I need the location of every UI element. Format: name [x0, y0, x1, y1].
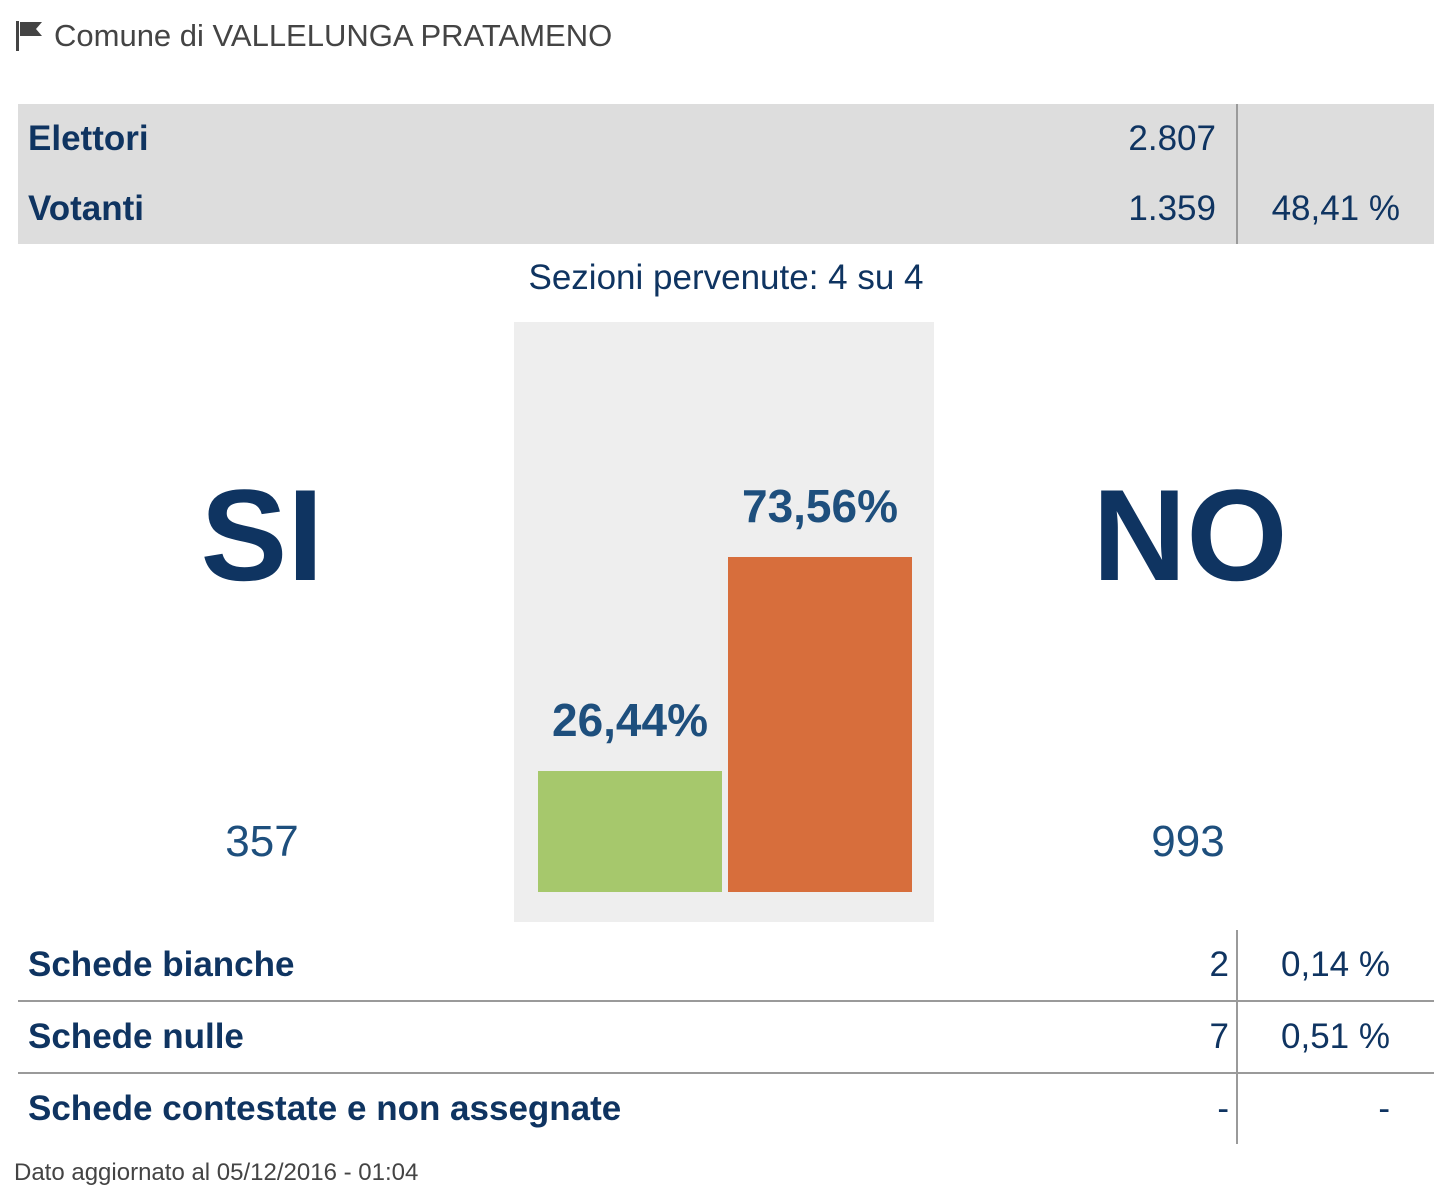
details-percent: - — [1378, 1089, 1390, 1128]
summary-label: Elettori — [28, 119, 149, 158]
results-chart: 26,44% 73,56% — [514, 322, 934, 922]
details-row-contestate: Schede contestate e non assegnate - - — [18, 1074, 1434, 1144]
details-percent: 0,14 % — [1281, 945, 1390, 984]
bar-no — [728, 557, 912, 892]
details-value: - — [1217, 1089, 1229, 1128]
details-value: 7 — [1209, 1017, 1229, 1056]
si-label: SI — [200, 462, 324, 608]
page-title: Comune di VALLELUNGA PRATAMENO — [14, 14, 612, 58]
details-row-bianche: Schede bianche 2 0,14 % — [18, 930, 1434, 1002]
flag-icon — [16, 21, 42, 51]
bar-label-si: 26,44% — [551, 694, 708, 746]
sezioni-status: Sezioni pervenute: 4 su 4 — [528, 258, 924, 297]
details-percent: 0,51 % — [1281, 1017, 1390, 1056]
municipality-name: Comune di VALLELUNGA PRATAMENO — [54, 18, 613, 53]
column-divider — [1236, 930, 1238, 1144]
details-label: Schede contestate e non assegnate — [28, 1089, 622, 1128]
summary-value: 2.807 — [1128, 119, 1216, 158]
summary-table: Elettori 2.807 Votanti 1.359 48,41 % — [18, 104, 1434, 244]
details-value: 2 — [1209, 945, 1229, 984]
bar-label-no: 73,56% — [741, 480, 898, 532]
column-divider — [1236, 104, 1238, 244]
summary-value: 1.359 — [1128, 189, 1216, 228]
summary-label: Votanti — [28, 189, 145, 228]
summary-row-votanti: Votanti 1.359 48,41 % — [18, 174, 1434, 244]
last-updated: Dato aggiornato al 05/12/2016 - 01:04 — [14, 1159, 419, 1186]
summary-percent: 48,41 % — [1271, 189, 1400, 228]
details-label: Schede nulle — [28, 1017, 244, 1056]
details-label: Schede bianche — [28, 945, 295, 984]
si-votes: 357 — [225, 817, 299, 866]
bar-si — [538, 771, 722, 892]
no-votes: 993 — [1151, 817, 1225, 866]
details-row-nulle: Schede nulle 7 0,51 % — [18, 1002, 1434, 1074]
no-label: NO — [1092, 462, 1288, 608]
summary-row-elettori: Elettori 2.807 — [18, 104, 1434, 174]
